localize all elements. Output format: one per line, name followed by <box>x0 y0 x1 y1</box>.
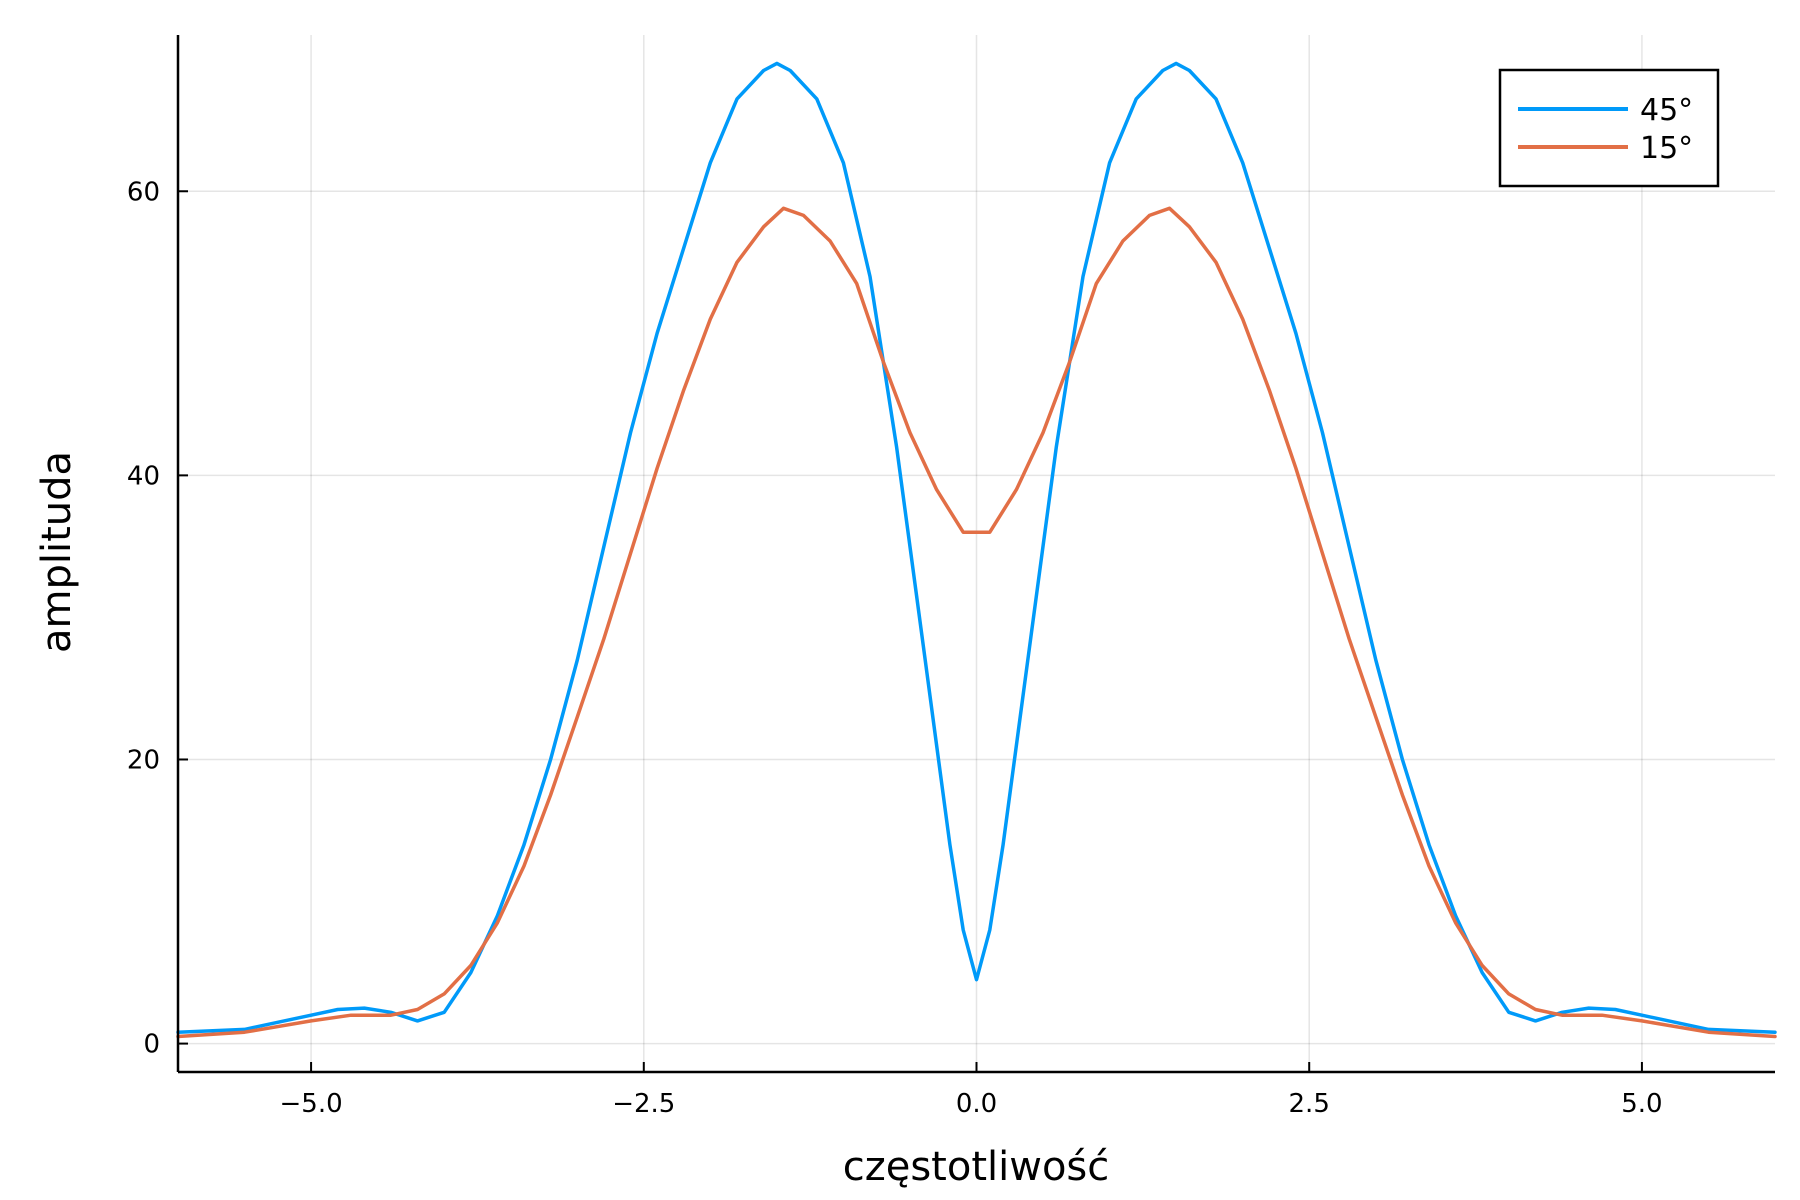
axes <box>176 35 1775 1074</box>
x-tick-label: 0.0 <box>956 1089 997 1119</box>
y-axis-title: amplituda <box>34 451 80 653</box>
legend: 45°15° <box>1498 68 1720 188</box>
y-tick-label: 20 <box>127 745 160 775</box>
x-tick-label: −2.5 <box>612 1089 675 1119</box>
tick-labels: −5.0 −2.5 0.0 2.5 5.0 0 20 40 60 <box>127 177 1663 1119</box>
series-line-1 <box>176 61 1777 1034</box>
legend-label: 45° <box>1640 93 1693 128</box>
y-tick-label: 0 <box>143 1030 160 1060</box>
y-tick-label: 40 <box>127 461 160 491</box>
x-tick-label: −5.0 <box>280 1089 343 1119</box>
x-tick-label: 5.0 <box>1621 1089 1662 1119</box>
x-tick-label: 2.5 <box>1289 1089 1330 1119</box>
legend-box <box>1498 68 1720 188</box>
grid-lines <box>178 35 1775 1072</box>
x-axis-title: częstotliwość <box>843 1144 1110 1190</box>
y-tick-label: 60 <box>127 177 160 207</box>
series-layer <box>176 61 1777 1039</box>
legend-label: 15° <box>1640 131 1693 166</box>
series-line-2 <box>176 206 1777 1039</box>
